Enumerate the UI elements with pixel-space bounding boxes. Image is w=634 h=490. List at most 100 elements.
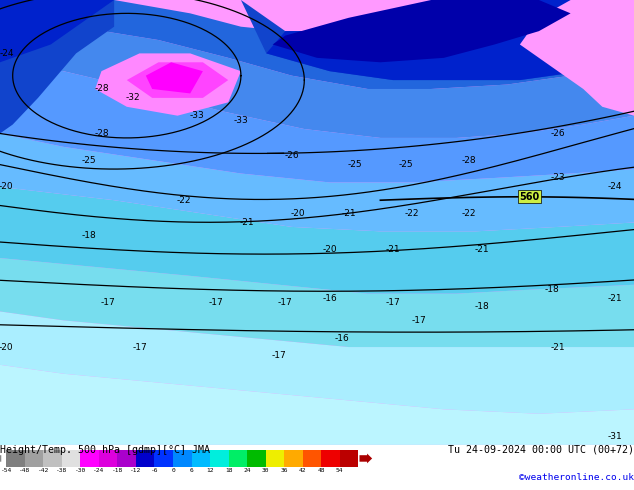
Bar bbox=[340, 450, 358, 466]
Bar bbox=[302, 450, 321, 466]
Text: -21: -21 bbox=[607, 294, 623, 303]
Text: -17: -17 bbox=[278, 298, 293, 307]
Polygon shape bbox=[0, 0, 634, 89]
Text: -17: -17 bbox=[271, 351, 287, 361]
Text: -26: -26 bbox=[550, 129, 566, 138]
Text: Tu 24-09-2024 00:00 UTC (00+72): Tu 24-09-2024 00:00 UTC (00+72) bbox=[448, 445, 634, 455]
Polygon shape bbox=[0, 365, 51, 445]
Text: -24: -24 bbox=[0, 49, 13, 58]
Bar bbox=[155, 450, 173, 466]
Bar bbox=[210, 450, 229, 466]
Bar bbox=[81, 450, 99, 466]
Polygon shape bbox=[0, 365, 634, 445]
Bar bbox=[266, 450, 284, 466]
Text: -38: -38 bbox=[56, 468, 68, 473]
Polygon shape bbox=[0, 187, 634, 294]
Text: -20: -20 bbox=[0, 343, 14, 351]
Bar bbox=[117, 450, 136, 466]
Bar bbox=[43, 450, 62, 466]
Text: 30: 30 bbox=[262, 468, 269, 473]
Text: -30: -30 bbox=[75, 468, 86, 473]
FancyArrow shape bbox=[359, 454, 372, 464]
Text: 560: 560 bbox=[519, 192, 540, 202]
Text: -20: -20 bbox=[290, 209, 306, 218]
Bar bbox=[136, 450, 155, 466]
Text: 24: 24 bbox=[243, 468, 251, 473]
Text: 12: 12 bbox=[206, 468, 214, 473]
Text: -42: -42 bbox=[38, 468, 49, 473]
Text: -54: -54 bbox=[1, 468, 12, 473]
Text: -21: -21 bbox=[240, 218, 255, 227]
Polygon shape bbox=[127, 62, 228, 98]
Text: -21: -21 bbox=[341, 209, 356, 218]
Text: -24: -24 bbox=[608, 182, 622, 192]
Polygon shape bbox=[0, 258, 634, 347]
Text: -48: -48 bbox=[19, 468, 30, 473]
Bar bbox=[6, 450, 25, 466]
Text: -17: -17 bbox=[100, 298, 115, 307]
Polygon shape bbox=[0, 0, 114, 133]
Polygon shape bbox=[0, 0, 114, 62]
Bar bbox=[247, 450, 266, 466]
Text: -18: -18 bbox=[544, 285, 559, 294]
Text: -17: -17 bbox=[132, 343, 147, 351]
Text: -33: -33 bbox=[189, 111, 204, 120]
Text: -24: -24 bbox=[93, 468, 105, 473]
Text: -12: -12 bbox=[131, 468, 141, 473]
Polygon shape bbox=[273, 0, 571, 62]
Text: -21: -21 bbox=[385, 245, 401, 254]
Text: -16: -16 bbox=[335, 334, 350, 343]
Polygon shape bbox=[95, 53, 241, 116]
Text: -6: -6 bbox=[151, 468, 158, 473]
Text: -28: -28 bbox=[94, 129, 109, 138]
Text: 48: 48 bbox=[318, 468, 325, 473]
Polygon shape bbox=[146, 62, 203, 94]
Bar bbox=[173, 450, 191, 466]
Text: -17: -17 bbox=[411, 316, 426, 325]
Text: Height/Temp. 500 hPa [gdmp][°C] JMA: Height/Temp. 500 hPa [gdmp][°C] JMA bbox=[0, 445, 210, 455]
Text: -33: -33 bbox=[233, 116, 249, 124]
Text: -25: -25 bbox=[398, 160, 413, 169]
Text: -32: -32 bbox=[126, 94, 141, 102]
Text: 42: 42 bbox=[299, 468, 306, 473]
Text: -28: -28 bbox=[94, 84, 109, 94]
Text: -25: -25 bbox=[81, 156, 96, 165]
Text: -28: -28 bbox=[462, 156, 477, 165]
Polygon shape bbox=[0, 312, 634, 414]
Text: -23: -23 bbox=[550, 173, 566, 182]
Bar bbox=[62, 450, 81, 466]
Text: 0: 0 bbox=[171, 468, 175, 473]
Text: 6: 6 bbox=[190, 468, 193, 473]
Text: -20: -20 bbox=[0, 182, 14, 192]
Text: -21: -21 bbox=[550, 343, 566, 351]
Polygon shape bbox=[0, 62, 634, 182]
FancyArrow shape bbox=[0, 454, 1, 464]
Bar bbox=[284, 450, 302, 466]
Polygon shape bbox=[266, 0, 634, 80]
Text: -26: -26 bbox=[284, 151, 299, 160]
Bar bbox=[99, 450, 117, 466]
Text: ©weatheronline.co.uk: ©weatheronline.co.uk bbox=[519, 473, 634, 482]
Text: -16: -16 bbox=[322, 294, 337, 303]
Bar bbox=[191, 450, 210, 466]
Polygon shape bbox=[0, 133, 634, 231]
Text: -20: -20 bbox=[322, 245, 337, 254]
Text: -17: -17 bbox=[385, 298, 401, 307]
Text: -31: -31 bbox=[607, 432, 623, 441]
Polygon shape bbox=[241, 0, 634, 80]
Text: -18: -18 bbox=[81, 231, 96, 240]
Text: 36: 36 bbox=[280, 468, 288, 473]
Text: -18: -18 bbox=[112, 468, 123, 473]
Bar bbox=[229, 450, 247, 466]
Text: -17: -17 bbox=[208, 298, 223, 307]
Text: -22: -22 bbox=[177, 196, 191, 205]
Polygon shape bbox=[0, 18, 634, 138]
Bar bbox=[25, 450, 43, 466]
Text: -22: -22 bbox=[405, 209, 419, 218]
Bar bbox=[321, 450, 340, 466]
Text: 54: 54 bbox=[336, 468, 344, 473]
Text: -21: -21 bbox=[474, 245, 489, 254]
Text: -25: -25 bbox=[347, 160, 363, 169]
Text: 18: 18 bbox=[225, 468, 232, 473]
Polygon shape bbox=[520, 0, 634, 116]
